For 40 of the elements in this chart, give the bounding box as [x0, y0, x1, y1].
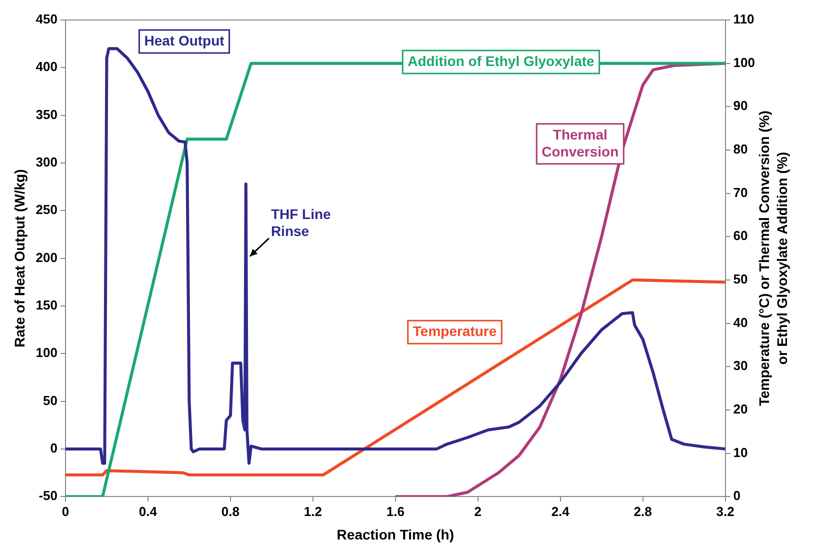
y-tick-label: -50: [38, 488, 58, 504]
x-tick-label: 0.4: [138, 504, 158, 519]
y2-tick-label: 110: [733, 12, 754, 27]
x-axis-title: Reaction Time (h): [336, 526, 454, 542]
y2-tick-label: 10: [733, 444, 748, 460]
x-tick-label: 2.8: [634, 504, 652, 519]
y-tick-label: 50: [43, 392, 58, 408]
y2-axis-title: Temperature (°C) or Thermal Conversion (%) or Ethyl Glyoxylate Addition (%): [756, 110, 790, 406]
y-tick-label: 300: [36, 154, 58, 170]
y-tick-label: 100: [36, 345, 58, 360]
x-tick-label: 0.8: [221, 504, 240, 519]
y-tick-label: 350: [36, 106, 58, 122]
y2-tick-label: 50: [733, 272, 748, 287]
annotation: THF Line Rinse: [270, 206, 332, 240]
x-tick-label: 0: [62, 504, 70, 519]
x-tick-label: 3.2: [716, 504, 734, 519]
x-tick-label: 1.6: [386, 504, 404, 519]
series-label: Thermal Conversion: [542, 126, 619, 160]
y2-tick-label: 70: [733, 184, 748, 200]
y2-tick-label: 60: [733, 228, 748, 244]
y-tick-label: 150: [36, 298, 58, 313]
x-tick-label: 1.2: [304, 504, 322, 519]
series-label: Addition of Ethyl Glyoxylate: [408, 52, 595, 69]
y-tick-label: 400: [36, 59, 58, 74]
y2-tick-label: 30: [733, 358, 748, 374]
x-tick-label: 2: [474, 504, 482, 519]
y-tick-label: 450: [36, 12, 58, 27]
y-tick-label: 250: [36, 202, 58, 218]
x-tick-label: 2.4: [551, 504, 570, 519]
y-tick-label: 200: [36, 250, 58, 265]
y2-tick-label: 90: [733, 98, 748, 114]
y-tick-label: 0: [50, 440, 58, 456]
y2-tick-label: 0: [733, 488, 741, 504]
y-axis-title: Rate of Heat Output (W/kg): [11, 169, 28, 348]
y2-tick-label: 20: [733, 402, 748, 417]
series-label: Heat Output: [144, 32, 225, 48]
series-label: Temperature: [412, 323, 497, 340]
y2-tick-label: 40: [733, 314, 748, 330]
y2-tick-label: 100: [733, 54, 756, 70]
y2-tick-label: 80: [733, 142, 748, 157]
